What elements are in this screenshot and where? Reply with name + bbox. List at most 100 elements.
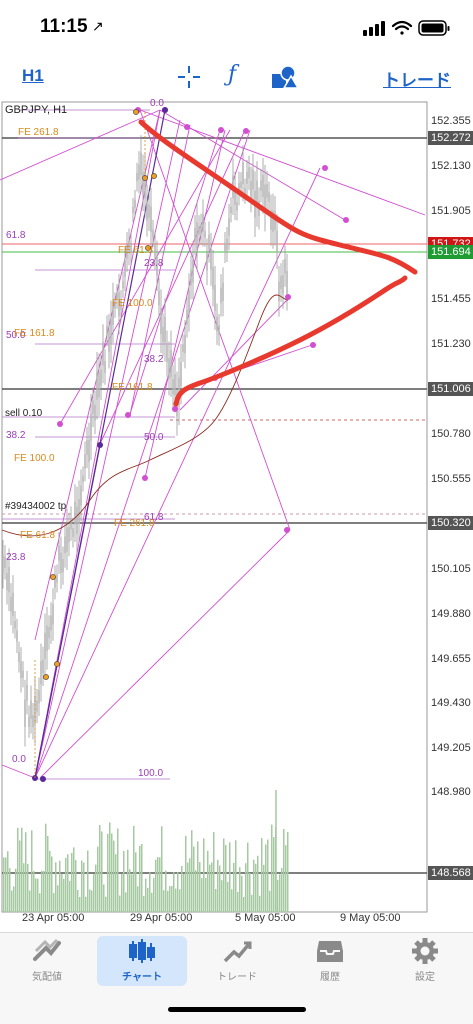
volume-bar	[157, 857, 159, 912]
trend-line	[59, 129, 231, 425]
candle-body	[202, 214, 204, 232]
tab-history[interactable]: 履歴	[285, 936, 375, 986]
quotes-icon	[33, 938, 61, 961]
tab-quotes[interactable]: 気配値	[2, 936, 92, 986]
volume-bar	[29, 890, 31, 912]
volume-bar	[5, 857, 7, 912]
volume-bar	[257, 855, 259, 912]
candle-body	[208, 234, 210, 250]
price-label: 150.555	[431, 473, 471, 485]
volume-bar	[153, 877, 155, 912]
candle-body	[50, 615, 52, 631]
trend-line	[34, 129, 251, 779]
volume-bar	[135, 852, 137, 912]
tab-trade[interactable]: トレード	[192, 936, 282, 986]
function-icon[interactable]: ƒ	[228, 62, 237, 87]
tab-label: 履歴	[320, 972, 340, 983]
candle-body	[10, 596, 12, 612]
price-label: 150.780	[431, 428, 471, 440]
candle-body	[14, 620, 16, 629]
volume-bar	[105, 896, 107, 912]
candle-body	[216, 316, 218, 332]
fibonacci-label: FE 61.8	[20, 530, 56, 541]
candle-body	[158, 291, 160, 306]
candle-body	[210, 249, 212, 270]
candle-body	[44, 632, 46, 660]
volume-bar	[195, 870, 197, 912]
fibonacci-label: 50.0	[144, 432, 164, 443]
wifi-icon	[391, 20, 413, 35]
volume-bar	[123, 850, 125, 912]
volume-bar	[155, 859, 157, 912]
price-label: 152.130	[431, 160, 471, 172]
candle-body	[166, 345, 168, 363]
price-label: 149.430	[431, 697, 471, 709]
volume-bar	[233, 862, 235, 912]
fibonacci-label: 38.2	[6, 430, 26, 441]
volume-bar	[17, 827, 19, 912]
volume-bar	[183, 873, 185, 912]
tab-label: トレード	[217, 972, 257, 983]
trend-line	[144, 129, 226, 479]
volume-bar	[263, 864, 265, 912]
price-chart[interactable]	[0, 100, 473, 932]
candle-body	[268, 192, 270, 202]
volume-bar	[169, 886, 171, 912]
tab-label: 設定	[415, 972, 435, 983]
volume-bar	[217, 859, 219, 912]
trend-line	[39, 529, 291, 779]
tab-settings[interactable]: 設定	[380, 936, 470, 986]
volume-bar	[61, 873, 63, 912]
volume-bar	[101, 831, 103, 912]
candle-body	[262, 174, 264, 197]
battery-icon	[418, 20, 450, 36]
volume-bar	[261, 838, 263, 912]
volume-bar	[125, 892, 127, 912]
candle-body	[224, 242, 226, 253]
candle-body	[98, 372, 100, 398]
candle-body	[106, 326, 108, 336]
anchor-point	[218, 127, 224, 133]
candle-body	[246, 171, 248, 185]
candle-body	[200, 224, 202, 235]
trend-line	[129, 129, 221, 415]
fibonacci-label: FE 100.0	[112, 298, 153, 309]
time-label: 29 Apr 05:00	[130, 912, 193, 924]
candle-body	[126, 245, 128, 259]
anchor-point	[142, 475, 148, 481]
crosshair-icon[interactable]	[178, 66, 200, 88]
candle-body	[170, 350, 172, 378]
chart-toolbar: H1 ƒ トレード	[0, 56, 473, 100]
volume-bar	[21, 827, 23, 912]
candle-body	[196, 222, 198, 251]
trade-button[interactable]: トレード	[383, 71, 451, 90]
volume-bar	[173, 872, 175, 912]
shapes-icon[interactable]	[270, 64, 298, 90]
tab-chart[interactable]: チャート	[97, 936, 187, 986]
signal-icon	[363, 21, 385, 36]
volume-bar	[209, 864, 211, 912]
volume-bar	[75, 860, 77, 912]
volume-bar	[115, 854, 117, 912]
candle-body	[82, 475, 84, 483]
volume-bar	[47, 835, 49, 912]
candle-body	[230, 206, 232, 214]
volume-bar	[151, 892, 153, 912]
candle-body	[66, 527, 68, 552]
volume-bar	[63, 878, 65, 912]
volume-bar	[267, 839, 269, 912]
volume-bar	[91, 890, 93, 912]
volume-bar	[255, 863, 257, 912]
volume-bar	[171, 885, 173, 912]
chart-canvas[interactable]	[0, 100, 473, 932]
anchor-point	[162, 107, 168, 113]
candle-body	[46, 625, 48, 652]
candle-body	[56, 574, 58, 583]
candle-body	[128, 240, 130, 254]
timeframe-button[interactable]: H1	[22, 66, 44, 85]
candle-body	[178, 377, 180, 406]
candle-body	[192, 260, 194, 283]
candle-body	[118, 291, 120, 317]
status-time: 11:15	[40, 16, 88, 37]
symbol-label: GBPJPY, H1	[5, 104, 68, 116]
